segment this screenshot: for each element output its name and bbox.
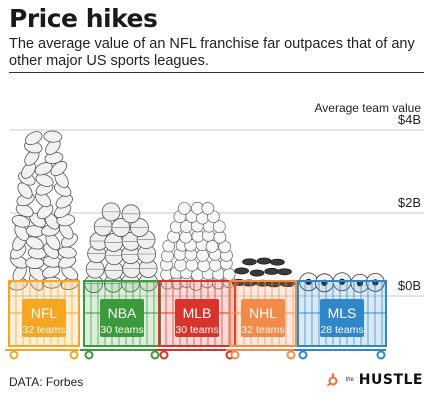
league-label: MLS xyxy=(328,305,357,321)
page-subtitle: The average value of an NFL franchise fa… xyxy=(9,36,415,69)
y-tick-label: $0B xyxy=(398,278,421,293)
team-count-label: 30 teams xyxy=(100,324,143,336)
team-count-label: 30 teams xyxy=(175,324,218,336)
brand-logo: the HUSTLE xyxy=(326,372,423,388)
pile-mlb xyxy=(160,201,236,291)
bar-nhl xyxy=(241,299,285,337)
team-count-label: 28 teams xyxy=(320,324,363,336)
ball-piles xyxy=(9,130,385,294)
cart-nhl: NHL 32 teams xyxy=(226,280,297,360)
league-label: NFL xyxy=(31,305,58,321)
league-label: NHL xyxy=(249,305,277,321)
pile-nhl xyxy=(231,257,295,288)
carts: NFL 32 teams NBA 30 teams MLB 30 teams NHL 32 t… xyxy=(5,280,387,360)
brand-prefix: the xyxy=(345,377,354,383)
brand-name: HUSTLE xyxy=(358,372,423,388)
cart-nba: NBA 30 teams xyxy=(80,280,161,360)
y-tick-labels: $0B $2B $4B xyxy=(398,112,421,293)
league-label: MLB xyxy=(183,305,212,321)
bar-mlb xyxy=(175,299,219,337)
page-title: Price hikes xyxy=(9,4,158,33)
team-count-label: 32 teams xyxy=(241,324,284,336)
hubspot-sprocket-icon xyxy=(327,373,338,387)
bar-mls xyxy=(320,299,364,337)
cart-mls: MLS 28 teams xyxy=(294,280,387,360)
y-axis-label: Average team value xyxy=(314,101,421,115)
y-tick-label: $4B xyxy=(398,112,421,127)
league-label: NBA xyxy=(108,305,137,321)
data-source: DATA: Forbes xyxy=(9,375,84,389)
team-count-label: 32 teams xyxy=(22,324,65,336)
pile-nba xyxy=(84,202,158,294)
cart-nfl: NFL 32 teams xyxy=(5,280,80,360)
pile-nfl xyxy=(9,130,80,291)
bar-nba xyxy=(100,299,144,337)
cart-mlb: MLB 30 teams xyxy=(155,280,236,360)
y-tick-label: $2B xyxy=(398,195,421,210)
title-divider xyxy=(9,72,424,73)
bar-nfl xyxy=(22,299,66,337)
